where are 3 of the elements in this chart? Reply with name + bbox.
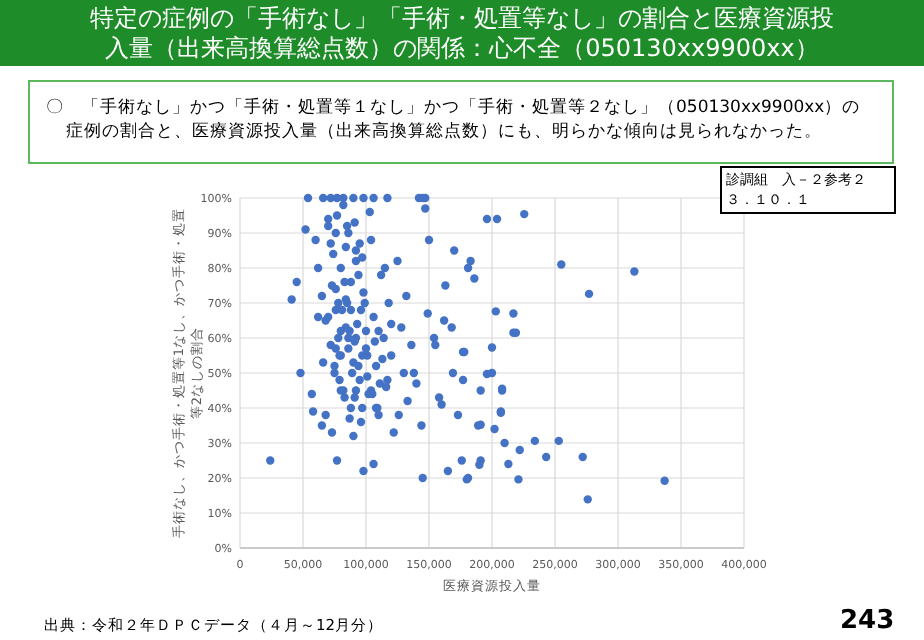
text: 〇 「手術なし」かつ「手術・処置等１なし」かつ「手術・処置等２なし」（050130xx9900xx）の症例の割合と、医療資源投入量（出来高換算総点数）にも、明らかな傾向は見られなかった。 (28, 80, 894, 164)
text: 243 (840, 606, 895, 636)
chart-title: 特定の症例の「手術なし」「手術・処置等なし」の割合と医療資源投入量（出来高換算総点数）の関係：心不全（050130xx9900xx） (0, 0, 924, 66)
